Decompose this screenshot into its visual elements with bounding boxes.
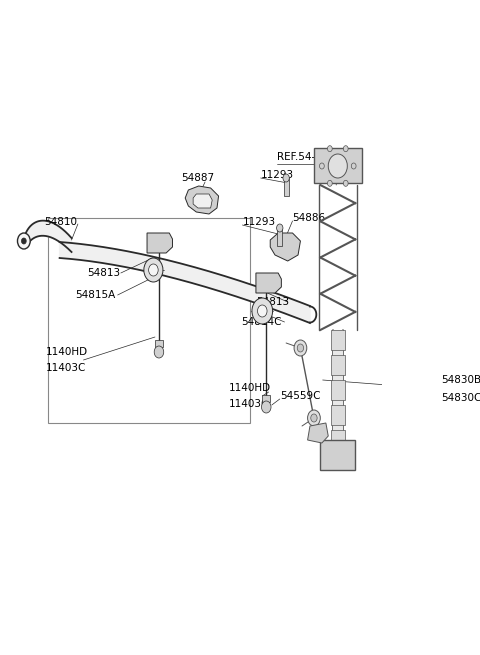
Circle shape bbox=[351, 163, 356, 169]
Text: REF.54-546: REF.54-546 bbox=[276, 152, 335, 162]
Circle shape bbox=[154, 346, 164, 358]
Polygon shape bbox=[270, 233, 300, 261]
Circle shape bbox=[328, 154, 348, 178]
Bar bbox=[284, 178, 288, 196]
Circle shape bbox=[262, 401, 271, 413]
Circle shape bbox=[276, 224, 283, 232]
Text: 54830C: 54830C bbox=[441, 393, 480, 403]
Circle shape bbox=[311, 414, 317, 422]
Circle shape bbox=[308, 410, 320, 426]
Bar bbox=[277, 228, 282, 246]
Polygon shape bbox=[60, 242, 310, 323]
Polygon shape bbox=[25, 221, 72, 252]
Circle shape bbox=[297, 344, 304, 352]
Text: 11293: 11293 bbox=[242, 217, 276, 227]
Circle shape bbox=[327, 145, 332, 152]
Circle shape bbox=[22, 238, 26, 244]
Text: 1140HD: 1140HD bbox=[46, 347, 88, 357]
Polygon shape bbox=[147, 233, 172, 253]
Bar bbox=[155, 340, 163, 347]
Text: 54810: 54810 bbox=[44, 217, 77, 227]
Polygon shape bbox=[256, 273, 281, 293]
Bar bbox=[331, 355, 345, 375]
Circle shape bbox=[257, 305, 267, 317]
Text: 54886: 54886 bbox=[292, 213, 325, 223]
Circle shape bbox=[320, 163, 324, 169]
Bar bbox=[314, 148, 361, 183]
Text: 54887: 54887 bbox=[181, 173, 215, 183]
Bar bbox=[331, 405, 345, 425]
Bar bbox=[48, 218, 251, 423]
Circle shape bbox=[343, 145, 348, 152]
Text: 54815A: 54815A bbox=[75, 290, 116, 300]
Bar bbox=[331, 330, 345, 350]
Text: 54559C: 54559C bbox=[280, 391, 320, 401]
Bar bbox=[262, 395, 270, 402]
Text: 11293: 11293 bbox=[261, 170, 294, 180]
Circle shape bbox=[252, 298, 273, 324]
Polygon shape bbox=[308, 423, 328, 443]
Bar bbox=[320, 440, 355, 470]
Polygon shape bbox=[193, 194, 212, 208]
Text: 54813: 54813 bbox=[87, 268, 120, 278]
Circle shape bbox=[144, 258, 163, 282]
Text: 1140HD: 1140HD bbox=[229, 383, 271, 393]
Circle shape bbox=[283, 174, 289, 182]
Circle shape bbox=[149, 264, 158, 276]
Bar bbox=[331, 380, 345, 400]
Text: 11403C: 11403C bbox=[46, 363, 86, 373]
Text: 11403C: 11403C bbox=[229, 399, 269, 409]
Bar bbox=[331, 430, 345, 450]
Circle shape bbox=[294, 340, 307, 356]
Text: 54830B: 54830B bbox=[441, 375, 480, 385]
Text: 54814C: 54814C bbox=[241, 317, 281, 327]
Bar bbox=[333, 330, 343, 460]
Circle shape bbox=[17, 233, 30, 249]
Circle shape bbox=[343, 180, 348, 186]
Text: 54813: 54813 bbox=[256, 297, 289, 307]
Polygon shape bbox=[185, 186, 218, 214]
Circle shape bbox=[327, 180, 332, 186]
